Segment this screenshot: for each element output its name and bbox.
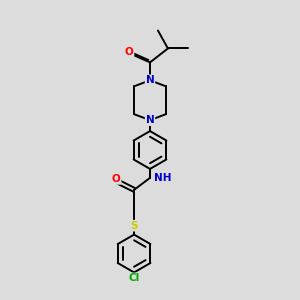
Text: S: S xyxy=(130,220,138,231)
Text: O: O xyxy=(125,47,134,58)
Text: O: O xyxy=(112,174,121,184)
Text: Cl: Cl xyxy=(128,273,140,284)
Text: N: N xyxy=(146,115,154,125)
Text: NH: NH xyxy=(154,173,172,183)
Text: N: N xyxy=(146,75,154,85)
